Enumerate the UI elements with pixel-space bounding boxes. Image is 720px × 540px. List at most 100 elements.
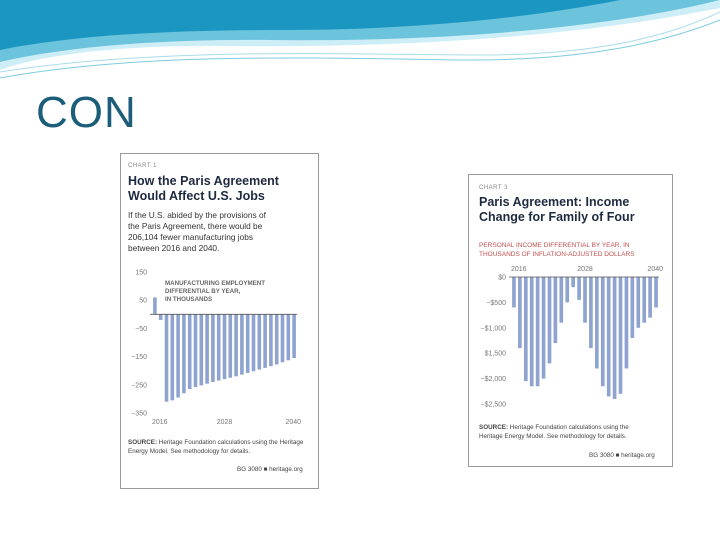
bar-2036 <box>630 277 635 338</box>
y-tick-label: −$2,000 <box>481 376 507 383</box>
bar-2034 <box>618 277 623 394</box>
chart-card-jobs: CHART 1 How the Paris Agreement Would Af… <box>120 153 319 489</box>
bar-2021 <box>182 314 186 394</box>
bar-2040 <box>292 314 296 359</box>
bar-2040 <box>654 277 658 308</box>
source-text: Heritage Foundation calculations using t… <box>508 424 629 431</box>
bar-2030 <box>234 314 238 377</box>
bar-2039 <box>286 314 291 361</box>
chart-subtitle-line-1: If the U.S. abided by the provisions of <box>128 210 267 220</box>
chart-annotation-line-1: MANUFACTURING EMPLOYMENT <box>165 280 265 287</box>
bar-2029 <box>228 314 233 378</box>
chart-title-line-2: Would Affect U.S. Jobs <box>128 189 265 203</box>
jobs-plot-area: 150 50 −50 −150 −250 −350 2016 2028 2040 <box>131 270 301 427</box>
chart-label: CHART 3 <box>479 185 508 191</box>
chart-label: CHART 1 <box>128 163 157 169</box>
bar-2031 <box>600 277 605 387</box>
chart-card-income: CHART 3 Paris Agreement: Income Change f… <box>468 174 673 467</box>
source-note-line-2: Energy Model. See methodology for detail… <box>128 448 250 455</box>
bar-2025 <box>205 314 209 384</box>
y-tick-label: $0 <box>498 275 506 282</box>
bar-2038 <box>642 277 647 323</box>
bar-2037 <box>636 277 641 328</box>
income-plot-area: $0 −$500 −$1,000 $1,500 −$2,000 −$2,500 2016 20… <box>481 266 664 409</box>
swoosh-line-2 <box>0 11 720 73</box>
x-tick-label: 2028 <box>217 419 233 426</box>
header-swoosh <box>0 0 720 79</box>
chart-title-line-2: Change for Family of Four <box>479 210 635 224</box>
y-tick-label: −50 <box>135 326 147 333</box>
bar-2020 <box>535 277 540 387</box>
bar-2026 <box>211 314 215 382</box>
y-tick-label: −250 <box>131 382 147 389</box>
bar-2023 <box>553 277 558 344</box>
y-tick-label: −$500 <box>486 300 506 307</box>
x-tick-label: 2040 <box>285 419 301 426</box>
chart-title-line-1: How the Paris Agreement <box>128 174 280 188</box>
y-tick-label: 50 <box>139 298 147 305</box>
bar-2017 <box>158 314 163 320</box>
bar-2021 <box>541 277 546 379</box>
chart-title-line-1: Paris Agreement: Income <box>479 195 629 209</box>
bar-2019 <box>529 277 534 387</box>
bar-2020 <box>176 314 180 398</box>
bar-2032 <box>245 314 250 373</box>
bar-2026 <box>571 277 575 288</box>
swoosh-band-dark <box>0 0 620 50</box>
bar-2030 <box>595 277 599 369</box>
bar-2018 <box>164 314 169 402</box>
source-label: SOURCE: <box>479 424 508 431</box>
chart-annotation-line-3: IN THOUSANDS <box>165 296 212 303</box>
bar-2033 <box>612 277 617 399</box>
bar-2035 <box>624 277 629 369</box>
y-tick-label: −$2,500 <box>481 402 507 409</box>
x-tick-label: 2028 <box>577 266 593 273</box>
slide-title: CON <box>36 88 137 137</box>
bar-2022 <box>547 277 552 364</box>
income-chart-svg: CHART 3 Paris Agreement: Income Change f… <box>479 185 664 459</box>
bar-2024 <box>559 277 564 323</box>
bar-2022 <box>187 314 192 390</box>
y-tick-label: 150 <box>135 270 147 277</box>
chart-subtitle-line-4: between 2016 and 2040. <box>128 243 219 253</box>
source-note-line-1: SOURCE: Heritage Foundation calculations… <box>128 439 304 446</box>
bar-2033 <box>251 314 256 372</box>
source-note-line-2: Heritage Energy Model. See methodology f… <box>479 433 627 440</box>
swoosh-line-1 <box>0 19 720 79</box>
bar-2031 <box>240 314 244 375</box>
y-tick-label: $1,500 <box>485 351 507 358</box>
source-note-line-1: SOURCE: Heritage Foundation calculations… <box>479 424 629 431</box>
bar-2028 <box>583 277 587 323</box>
bar-2016 <box>153 297 157 315</box>
y-tick-label: −$1,000 <box>481 325 507 332</box>
chart-footer: BG 3080 ■ heritage.org <box>237 466 303 473</box>
bar-2035 <box>263 314 267 368</box>
bar-2028 <box>222 314 227 380</box>
chart-annotation-line-2: DIFFERENTIAL BY YEAR, <box>165 288 241 295</box>
bar-2027 <box>216 314 221 381</box>
bar-2039 <box>648 277 652 318</box>
y-tick-label: −350 <box>131 411 147 418</box>
bar-2023 <box>193 314 198 388</box>
x-tick-label: 2016 <box>511 266 527 273</box>
bar-2018 <box>523 277 528 382</box>
y-tick-label: −150 <box>131 354 147 361</box>
bar-2017 <box>518 277 522 349</box>
bar-2019 <box>170 314 175 401</box>
bar-2025 <box>565 277 570 303</box>
chart-header-line-1: PERSONAL INCOME DIFFERENTIAL BY YEAR, IN <box>479 242 630 249</box>
bar-2038 <box>280 314 285 363</box>
bar-2029 <box>589 277 593 349</box>
source-text: Heritage Foundation calculations using t… <box>157 439 304 446</box>
bar-2016 <box>512 277 516 308</box>
source-label: SOURCE: <box>128 439 157 446</box>
bar-2036 <box>269 314 273 367</box>
bar-2027 <box>577 277 581 300</box>
chart-header-line-2: THOUSANDS OF INFLATION-ADJUSTED DOLLARS <box>479 251 635 258</box>
chart-subtitle-line-3: 206,104 fewer manufacturing jobs <box>128 232 253 242</box>
bar-2024 <box>199 314 204 386</box>
chart-footer: BG 3080 ■ heritage.org <box>589 452 655 459</box>
bar-2032 <box>606 277 611 397</box>
jobs-chart-svg: CHART 1 How the Paris Agreement Would Af… <box>128 163 304 473</box>
chart-subtitle-line-2: the Paris Agreement, there would be <box>128 221 263 231</box>
